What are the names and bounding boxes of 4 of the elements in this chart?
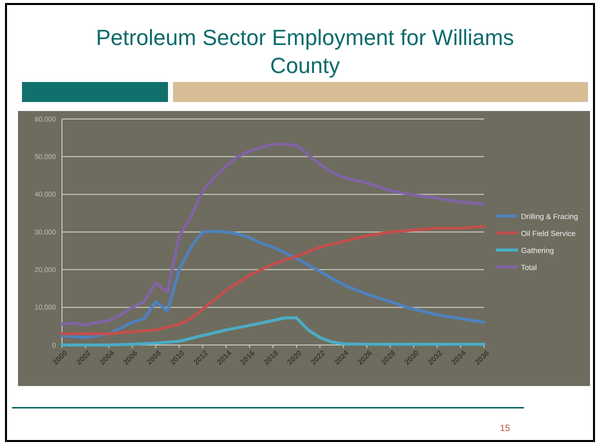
line-series <box>60 142 486 327</box>
chart-title: Petroleum Sector Employment for Williams County <box>96 25 514 78</box>
text: 15 <box>500 423 510 433</box>
line-series <box>60 316 486 346</box>
